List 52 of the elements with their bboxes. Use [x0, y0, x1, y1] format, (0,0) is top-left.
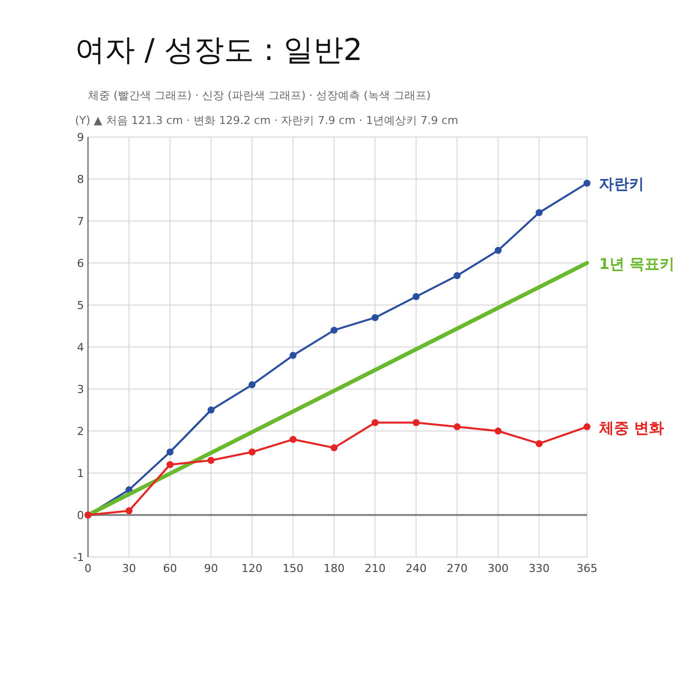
- y-tick-label: 8: [77, 173, 84, 186]
- x-tick-label: 60: [163, 562, 178, 575]
- x-tick-label: 300: [488, 562, 509, 575]
- point: [166, 448, 174, 456]
- x-tick-label: 210: [364, 562, 386, 575]
- point: [454, 423, 461, 430]
- point: [584, 180, 590, 187]
- point: [126, 507, 133, 514]
- series-label: 자란키: [599, 175, 644, 194]
- chart-title: 여자 / 성장도 : 일반2: [75, 33, 362, 68]
- y-tick-label: 5: [77, 299, 84, 312]
- series-label: 체중 변화: [598, 418, 664, 437]
- y-tick-label: 6: [77, 257, 84, 270]
- y-tick-label: 7: [77, 215, 84, 228]
- point: [290, 436, 297, 443]
- point: [454, 272, 461, 280]
- y-tick-label: 2: [77, 425, 84, 438]
- x-tick-label: 90: [204, 562, 218, 575]
- x-tick-label: 365: [576, 562, 598, 575]
- point: [412, 419, 420, 426]
- y-tick-label: 9: [77, 131, 84, 144]
- x-tick-label: 120: [242, 562, 263, 575]
- point: [208, 406, 215, 414]
- y-tick-label: 1: [77, 467, 84, 480]
- point: [290, 352, 297, 359]
- x-tick-label: 30: [122, 562, 136, 575]
- point: [494, 428, 502, 434]
- point: [208, 456, 215, 464]
- x-tick-label: 240: [406, 562, 427, 575]
- point: [248, 381, 256, 388]
- text: (Y) ▲ 처음 121.3 cm · 변화 129.2 cm · 자란키 7.9 cm · 1년예상키 7.9 cm: [75, 114, 458, 127]
- x-tick-label: 330: [528, 562, 550, 575]
- point: [536, 440, 543, 448]
- point: [372, 419, 379, 426]
- point: [412, 293, 420, 300]
- x-tick-label: 150: [282, 562, 304, 575]
- x-tick-label: 270: [446, 562, 468, 575]
- point: [372, 314, 379, 322]
- point: [494, 246, 502, 254]
- y-tick-label: 0: [77, 509, 84, 522]
- point: [166, 461, 174, 468]
- point: [330, 444, 338, 452]
- y-tick-label: 4: [77, 341, 84, 354]
- series-label: 1년 목표키: [599, 255, 675, 273]
- point: [584, 423, 590, 430]
- x-tick-label: 180: [324, 562, 345, 575]
- point: [536, 209, 543, 216]
- y-tick-label: 3: [77, 383, 84, 396]
- point: [330, 326, 338, 334]
- y-tick-label: -1: [73, 551, 84, 564]
- point: [248, 448, 256, 456]
- text: 체중 (빨간색 그래프) · 신장 (파란색 그래프) · 성장예측 (녹색 그래프): [88, 89, 431, 102]
